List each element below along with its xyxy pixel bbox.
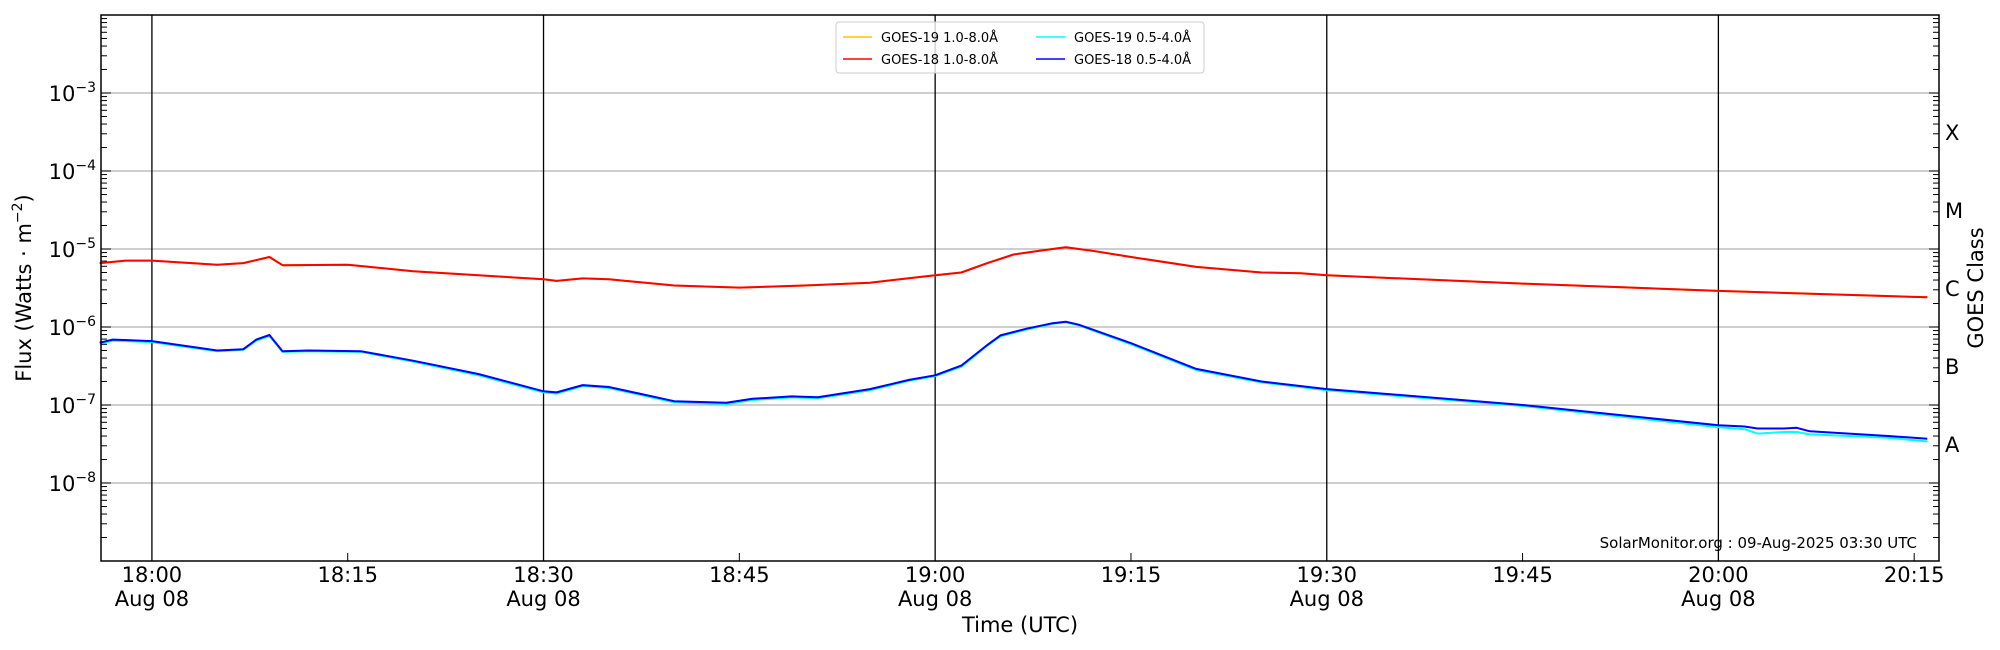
y-tick-label: 10−6 bbox=[49, 314, 96, 340]
y-tick-label-base: 10 bbox=[49, 160, 76, 184]
x-tick-label: 18:15 bbox=[317, 563, 378, 587]
legend-label: GOES-19 0.5-4.0Å bbox=[1074, 30, 1191, 46]
y-tick-label: 10−8 bbox=[49, 470, 96, 496]
y-axis-label-exp: −2 bbox=[10, 202, 26, 223]
y-axis-label: Flux (Watts · m−2) bbox=[10, 194, 36, 382]
y-tick-label-base: 10 bbox=[49, 394, 76, 418]
y-tick-label-base: 10 bbox=[49, 472, 76, 496]
y-tick-label: 10−7 bbox=[49, 392, 96, 418]
series-lines bbox=[99, 246, 1928, 443]
x-tick-label: 18:45 bbox=[709, 563, 770, 587]
grid bbox=[101, 15, 1939, 561]
x-tick-label: 20:00 bbox=[1688, 563, 1749, 587]
x-tick-date-label: Aug 08 bbox=[115, 587, 189, 611]
legend-label: GOES-18 0.5-4.0Å bbox=[1074, 52, 1191, 68]
x-tick-label: 18:30 bbox=[513, 563, 574, 587]
y-tick-label-base: 10 bbox=[49, 82, 76, 106]
y-tick-label-exponent: −6 bbox=[75, 314, 96, 330]
y-tick-label-base: 10 bbox=[49, 238, 76, 262]
legend-box bbox=[835, 21, 1205, 74]
legend: GOES-19 1.0-8.0Å GOES-18 1.0-8.0Å GOES-19 … bbox=[835, 21, 1205, 74]
y-tick-label-exponent: −7 bbox=[75, 392, 96, 408]
plot-frame bbox=[100, 14, 1940, 562]
x-tick-label: 18:00 bbox=[122, 563, 183, 587]
x-tick-label: 20:15 bbox=[1884, 563, 1945, 587]
y-tick-label-exponent: −3 bbox=[75, 80, 96, 96]
x-tick-label: 19:15 bbox=[1101, 563, 1162, 587]
goes-class-labels: X M C B A bbox=[1945, 121, 1963, 457]
watermark-annotation: SolarMonitor.org : 09-Aug-2025 03:30 UTC bbox=[1600, 534, 1917, 552]
x-tick-date-label: Aug 08 bbox=[506, 587, 580, 611]
x-tick-date-label: Aug 08 bbox=[1681, 587, 1755, 611]
y-axis-label-close: ) bbox=[12, 194, 36, 202]
y-tick-label-base: 10 bbox=[49, 316, 76, 340]
goes-class-label: X bbox=[1945, 121, 1959, 145]
x-tick-date-label: Aug 08 bbox=[898, 587, 972, 611]
goes-class-label: C bbox=[1945, 277, 1960, 301]
y-tick-label: 10−5 bbox=[49, 236, 96, 262]
y-tick-label: 10−4 bbox=[49, 158, 96, 184]
y-axis-label-main: Flux (Watts · m bbox=[12, 223, 36, 382]
goes-class-label: M bbox=[1945, 199, 1963, 223]
y-tick-label-exponent: −4 bbox=[75, 158, 96, 174]
y-tick-label: 10−3 bbox=[49, 80, 96, 106]
x-axis-label: Time (UTC) bbox=[961, 613, 1078, 637]
legend-label: GOES-18 1.0-8.0Å bbox=[881, 52, 998, 68]
goes-class-label: A bbox=[1945, 433, 1960, 457]
legend-label: GOES-19 1.0-8.0Å bbox=[881, 30, 998, 46]
y-tick-labels: 10−310−410−510−610−710−8 bbox=[49, 80, 96, 496]
goes-class-label: B bbox=[1945, 355, 1959, 379]
series-line-2 bbox=[99, 321, 1928, 443]
series-line-1 bbox=[99, 246, 1928, 299]
series-line-3 bbox=[99, 320, 1928, 440]
y-tick-label-exponent: −5 bbox=[75, 236, 96, 252]
x-tick-label: 19:30 bbox=[1297, 563, 1358, 587]
y-tick-label-exponent: −8 bbox=[75, 470, 96, 486]
y2-axis-label: GOES Class bbox=[1964, 227, 1988, 348]
x-tick-label: 19:00 bbox=[905, 563, 966, 587]
x-tick-date-label: Aug 08 bbox=[1290, 587, 1364, 611]
x-tick-label: 19:45 bbox=[1492, 563, 1553, 587]
